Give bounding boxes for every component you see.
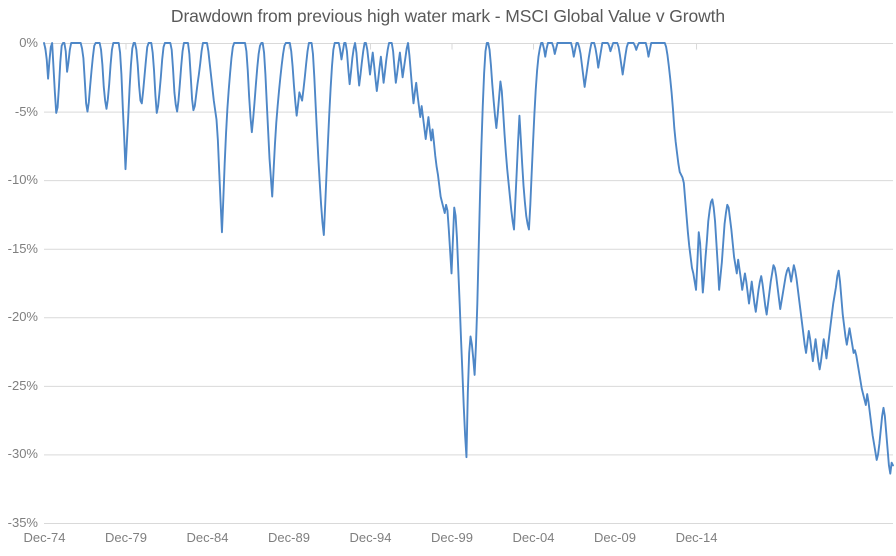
- x-axis-tick-label: Dec-04: [512, 530, 555, 545]
- x-axis-ticks-group: [44, 43, 698, 50]
- x-axis-tick-label: Dec-84: [186, 530, 229, 545]
- y-axis-tick-label: -20%: [7, 309, 38, 325]
- x-axis-tick-label: Dec-74: [23, 530, 66, 545]
- chart-title: Drawdown from previous high water mark -…: [170, 6, 726, 26]
- x-axis-tick-label: Dec-14: [675, 530, 718, 545]
- x-axis-tick-label: Dec-94: [349, 530, 392, 545]
- y-axis-tick-label: 0%: [19, 35, 38, 50]
- y-axis-tick-label: -30%: [7, 446, 38, 462]
- x-axis-tick-label: Dec-89: [268, 530, 310, 545]
- x-axis-tick-label: Dec-79: [105, 530, 147, 545]
- x-axis-tick-label: Dec-99: [431, 530, 473, 545]
- y-axis-tick-label: -35%: [7, 515, 38, 530]
- y-axis-tick-label: -5%: [14, 103, 38, 119]
- drawdown-line-series: [43, 42, 894, 475]
- x-axis-tick-label: Dec-09: [594, 530, 636, 545]
- y-axis-tick-label: -15%: [7, 240, 38, 256]
- y-axis-tick-label: -10%: [7, 172, 38, 188]
- y-axis-tick-label: -25%: [7, 377, 38, 393]
- gridlines-group: [44, 43, 893, 524]
